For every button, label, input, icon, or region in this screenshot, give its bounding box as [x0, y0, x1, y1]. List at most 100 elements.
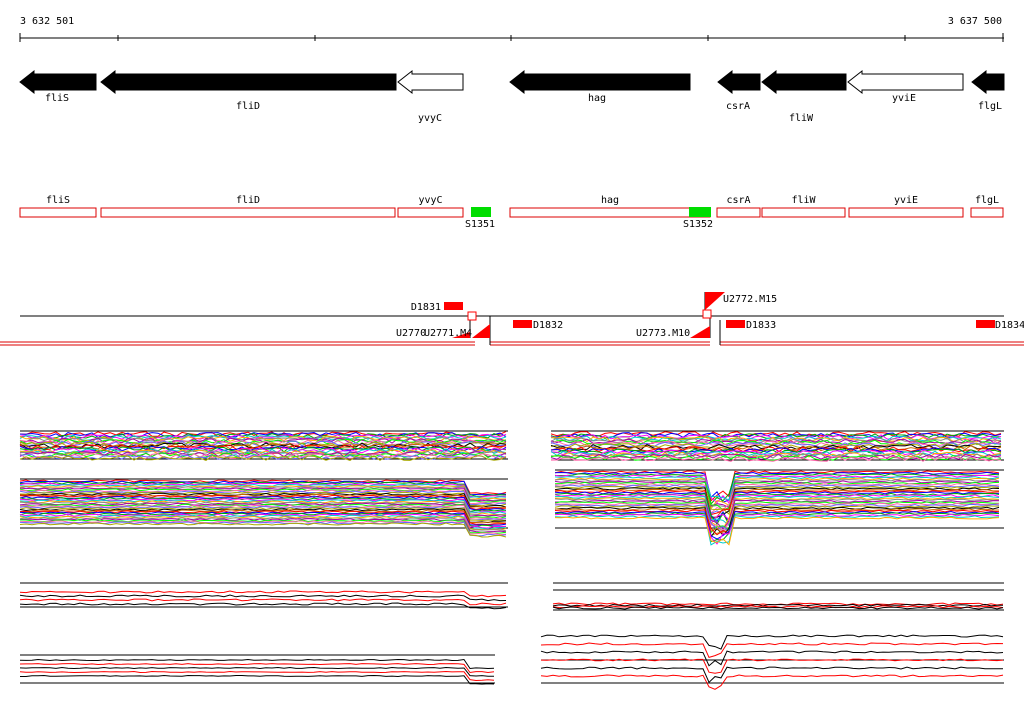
gene-arrow-yviE[interactable]	[847, 69, 964, 95]
expression-line	[19, 507, 507, 522]
feature-box-yviE[interactable]	[848, 207, 964, 218]
feature-track: fliS fliD yvyC hag csrA fliW yviE flgL S1351 S135…	[19, 195, 1004, 230]
feature-label-yviE: yviE	[894, 195, 918, 206]
flag-anchor-box	[702, 309, 712, 319]
expression-line	[554, 478, 1000, 508]
expression-line	[540, 666, 1003, 684]
expression-line	[554, 491, 1000, 525]
gene-label-yvyC: yvyC	[418, 113, 442, 124]
expression-line	[19, 670, 495, 682]
gene-arrow-track: fliS fliD yvyC hag csrA fliW yviE flgL	[19, 69, 1005, 124]
flag-label-U2773.M10: U2773.M10	[636, 328, 690, 339]
expression-line	[19, 520, 507, 536]
flag-marker-U2771.M4[interactable]	[472, 324, 490, 338]
expression-line	[19, 481, 507, 497]
expression-line	[19, 518, 507, 533]
expression-line	[554, 510, 1000, 540]
expression-line	[19, 492, 507, 508]
expression-line	[19, 434, 507, 441]
expression-line	[550, 449, 1002, 456]
feature-box-csrA[interactable]	[716, 207, 761, 218]
flag-label-U2771.M4: U2771.M4	[424, 328, 472, 339]
expression-line	[19, 491, 507, 507]
marker-box-D1834[interactable]	[976, 320, 995, 328]
expression-line	[20, 519, 507, 534]
expression-line	[554, 516, 1000, 546]
expression-line	[550, 445, 1002, 452]
gene-arrow-fliD[interactable]	[100, 69, 397, 95]
feature-box-fliD[interactable]	[100, 207, 396, 218]
flag-label-U2770: U2770	[396, 328, 426, 339]
flag-marker-U2770[interactable]	[452, 332, 470, 338]
expression-line	[19, 436, 507, 443]
expression-line	[555, 499, 999, 530]
feature-box-fliS[interactable]	[19, 207, 97, 218]
expression-line	[19, 499, 507, 515]
expression-line	[554, 506, 1000, 539]
expression-line	[19, 511, 507, 526]
expression-line	[540, 650, 1004, 667]
expression-panels	[19, 430, 1004, 690]
srna-label-S1352: S1352	[683, 219, 713, 230]
expression-line	[20, 674, 495, 685]
expression-line	[20, 493, 507, 509]
marker-box-D1833[interactable]	[726, 320, 745, 328]
expression-line	[550, 444, 1002, 451]
feature-box-flgL[interactable]	[970, 207, 1004, 218]
expression-line	[554, 505, 999, 537]
ruler	[19, 33, 1004, 42]
gene-arrow-hag[interactable]	[509, 69, 691, 95]
expression-line	[19, 516, 507, 532]
expression-line	[554, 513, 1000, 545]
expression-line	[19, 663, 495, 674]
expression-line	[550, 452, 1002, 459]
expression-line	[554, 512, 1000, 543]
srna-label-S1351: S1351	[465, 219, 495, 230]
gene-arrow-yvyC[interactable]	[397, 69, 464, 95]
coord-end-label: 3 637 500	[948, 16, 1002, 27]
gene-label-fliW: fliW	[789, 113, 814, 124]
feature-label-flgL: flgL	[975, 195, 999, 206]
gene-arrow-fliW[interactable]	[761, 69, 847, 95]
gene-label-fliS: fliS	[45, 93, 69, 104]
expression-line	[19, 489, 507, 505]
marker-box-D1831[interactable]	[444, 302, 463, 310]
expression-line	[550, 453, 1002, 460]
flag-marker-U2772.M15[interactable]	[705, 292, 725, 310]
expression-line	[554, 495, 1000, 527]
gene-label-hag: hag	[588, 93, 606, 104]
expression-line	[554, 503, 1000, 533]
gene-arrow-flgL[interactable]	[971, 69, 1005, 95]
expression-line	[19, 598, 507, 606]
expression-line	[19, 431, 507, 437]
expression-line	[550, 440, 1002, 447]
flag-anchor-box	[467, 311, 477, 321]
gene-arrow-fliS[interactable]	[19, 69, 97, 95]
expression-line	[19, 490, 507, 506]
feature-box-hag[interactable]	[509, 207, 711, 218]
gene-label-csrA: csrA	[726, 101, 750, 112]
expression-line	[19, 487, 507, 502]
feature-box-yvyC[interactable]	[397, 207, 464, 218]
flag-marker-U2773.M10[interactable]	[690, 326, 710, 338]
expression-line	[19, 514, 507, 530]
expression-line	[550, 447, 1002, 454]
feature-box-fliW[interactable]	[761, 207, 846, 218]
srna-box-S1352[interactable]	[689, 207, 711, 217]
gene-arrow-csrA[interactable]	[717, 69, 761, 95]
expression-line	[554, 501, 1000, 534]
expression-line	[554, 509, 1000, 536]
expression-line	[19, 453, 507, 460]
expression-line	[19, 433, 507, 440]
srna-box-S1351[interactable]	[471, 207, 491, 217]
marker-box-D1832[interactable]	[513, 320, 532, 328]
feature-label-fliW: fliW	[791, 195, 816, 206]
expression-line	[550, 432, 1002, 439]
expression-line	[554, 484, 1000, 515]
expression-line	[540, 658, 1004, 674]
annotation-track: D1831 D1832 D1833 D1834 U2772.M15 U2770U2771.…	[0, 292, 1024, 346]
expression-line	[550, 455, 1002, 462]
expression-line	[552, 605, 1004, 609]
expression-line	[19, 449, 506, 456]
marker-label-D1832: D1832	[533, 320, 563, 331]
